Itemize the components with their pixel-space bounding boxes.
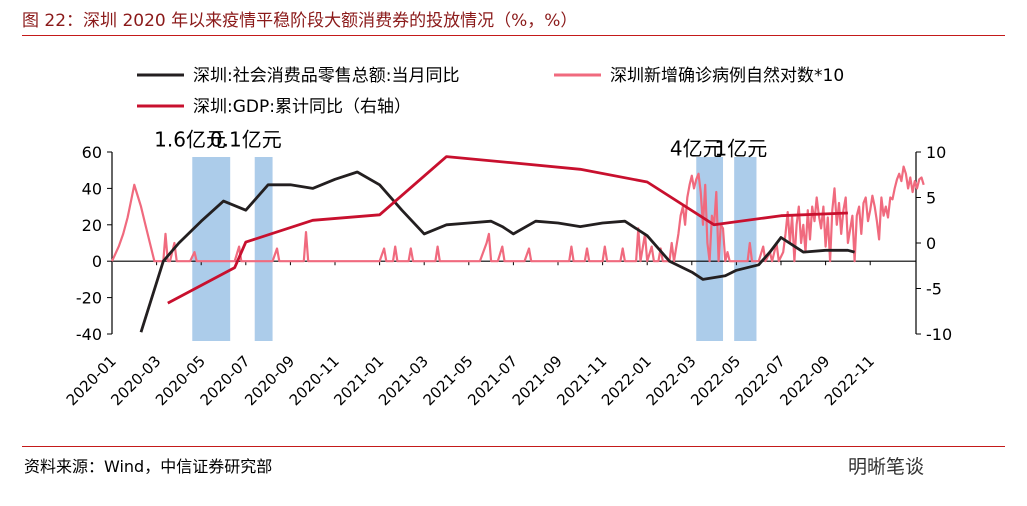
annotation-label: 4亿元: [670, 137, 723, 161]
legend-label: 深圳:GDP:累计同比（右轴）: [193, 97, 411, 117]
series-line: [139, 170, 855, 333]
annotation-label: 1亿元: [714, 137, 767, 161]
x-tick-label: 2022-11: [821, 352, 878, 409]
shaded-period: [734, 157, 757, 341]
right-tick-label: -10: [926, 325, 952, 344]
left-tick-label: -20: [76, 289, 102, 308]
right-tick-label: 0: [926, 234, 936, 253]
left-tick-label: 20: [82, 216, 102, 235]
shaded-period: [192, 157, 231, 341]
watermark: 明晰笔谈: [848, 456, 925, 478]
series-line: [111, 165, 925, 263]
left-tick-label: 0: [92, 252, 102, 271]
left-tick-label: -40: [76, 325, 102, 344]
legend-label: 深圳:社会消费品零售总额:当月同比: [193, 66, 459, 86]
annotation-label: 1.6亿元: [154, 128, 226, 152]
figure-title: 图 22：深圳 2020 年以来疫情平稳阶段大额消费券的投放情况（%，%）: [22, 11, 578, 31]
legend-label: 深圳新增确诊病例自然对数*10: [610, 66, 844, 86]
series-layer: [111, 155, 925, 333]
left-tick-label: 60: [82, 143, 102, 162]
right-tick-label: -5: [926, 280, 942, 299]
right-tick-label: 10: [926, 143, 946, 162]
series-line: [167, 155, 848, 305]
footer-rule: [22, 446, 1005, 447]
legend: 深圳:社会消费品零售总额:当月同比 深圳新增确诊病例自然对数*10 深圳:GDP:累…: [137, 66, 844, 117]
left-tick-label: 40: [82, 179, 102, 198]
shaded-periods: [192, 157, 757, 341]
source-note: 资料来源：Wind，中信证券研究部: [24, 457, 273, 476]
shaded-period: [254, 157, 273, 341]
right-tick-label: 5: [926, 189, 936, 208]
annotation-label: 0.1亿元: [210, 128, 282, 152]
title-rule: [22, 35, 1005, 36]
